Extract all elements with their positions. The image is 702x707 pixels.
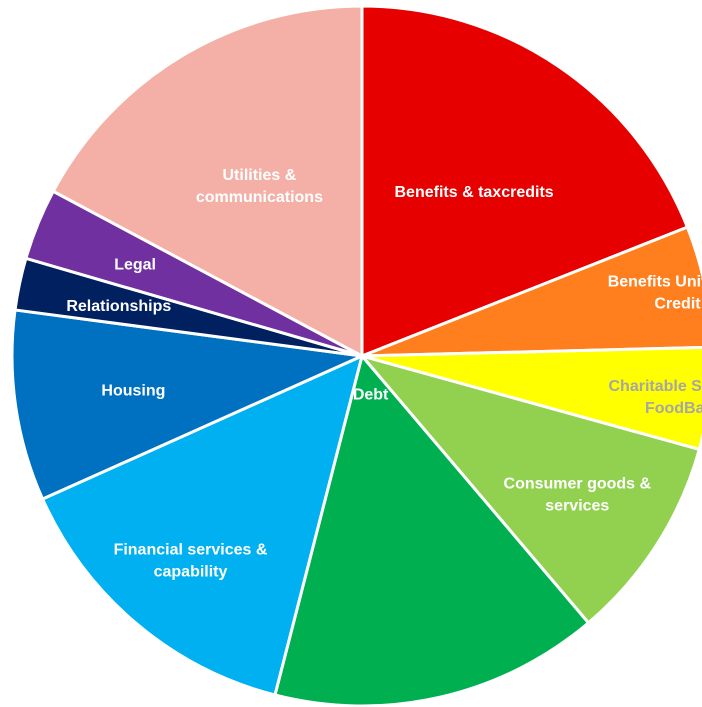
pie-slice-debt [273, 354, 590, 707]
pie-label-housing: Housing [101, 382, 165, 399]
pie-slice-housing [10, 308, 364, 501]
pie-label-relationships: Relationships [66, 298, 171, 315]
pie-slice-benefits-and-taxcredits [360, 4, 689, 358]
pie-slice-utilities-and-communications [51, 4, 364, 358]
pie-slices [10, 4, 702, 707]
pie-label-legal: Legal [114, 257, 156, 274]
pie-label-debt: Debt [353, 387, 389, 404]
pie-label-utilities-and-communications: Utilities & communications [196, 167, 323, 206]
pie-slice-consumer-goods-and-services [360, 354, 701, 625]
pie-slice-benefits-universal-credit [360, 225, 702, 358]
pie-label-consumer-goods-and-services: Consumer goods & services [504, 476, 652, 515]
pie-label-benefits-universal-credit: Benefits UniversalCredit [608, 274, 702, 313]
pie-label-benefits-and-taxcredits: Benefits & taxcredits [395, 184, 554, 201]
pie-labels: Benefits & taxcredits Benefits UniversalC… [66, 167, 702, 580]
pie-label-financial-services-and-capability: Financial services & capability [114, 541, 268, 580]
pie-slice-financial-services-and-capability [41, 354, 364, 697]
pie-label-charitable-support-and-foodbanks: Charitable Support &FoodBanks [608, 378, 702, 417]
